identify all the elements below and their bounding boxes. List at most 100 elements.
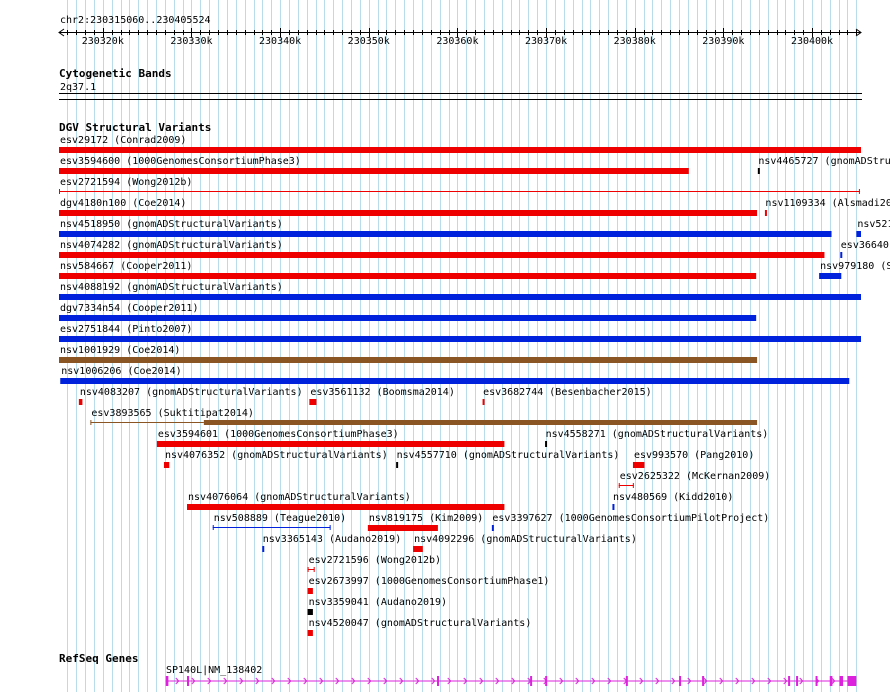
sv-feature[interactable]: nsv584667 (Cooper2011) (59, 261, 757, 279)
sv-feature-label[interactable]: esv2721594 (Wong2012b) (60, 177, 192, 188)
sv-feature[interactable]: esv3397627 (1000GenomesConsortiumPilotPr… (491, 513, 769, 531)
sv-feature-label[interactable]: esv2751844 (Pinto2007) (60, 324, 192, 335)
sv-feature-label[interactable]: nsv4092296 (gnomADStructuralVariants) (414, 534, 637, 545)
sv-feature[interactable]: nsv3365143 (Audano2019) (262, 534, 401, 552)
sv-feature[interactable]: nsv52134 (856, 219, 890, 237)
sv-feature[interactable]: nsv4520047 (gnomADStructuralVariants) (307, 618, 532, 636)
sv-feature-label[interactable]: nsv1109334 (Alsmadi20 (765, 198, 890, 209)
sv-feature-label[interactable]: nsv508889 (Teague2010) (214, 513, 346, 524)
sv-feature[interactable]: esv29172 (Conrad2009) (59, 135, 861, 153)
sv-feature[interactable]: nsv4465727 (gnomADStructura (757, 156, 890, 174)
sv-feature-label[interactable]: esv3682744 (Besenbacher2015) (483, 387, 652, 398)
gene-strand-arrow (687, 677, 692, 685)
sv-feature-label[interactable]: dgv7334n54 (Cooper2011) (60, 303, 198, 314)
sv-feature-label[interactable]: nsv4520047 (gnomADStructuralVariants) (309, 618, 532, 629)
refseq-track-title[interactable]: RefSeq Genes (59, 652, 139, 665)
sv-feature-label[interactable]: dgv4180n100 (Coe2014) (60, 198, 186, 209)
sv-feature[interactable]: nsv1109334 (Alsmadi20 (764, 198, 890, 216)
sv-feature[interactable]: esv2751844 (Pinto2007) (59, 324, 861, 342)
sv-feature-label[interactable]: esv3594600 (1000GenomesConsortiumPhase3) (60, 156, 301, 167)
sv-feature[interactable]: dgv7334n54 (Cooper2011) (59, 303, 757, 321)
sv-feature-label[interactable]: nsv1006206 (Coe2014) (61, 366, 181, 377)
sv-feature-label[interactable]: esv3893565 (Suktitipat2014) (91, 408, 254, 419)
sv-feature-label[interactable]: esv2673997 (1000GenomesConsortiumPhase1) (309, 576, 550, 587)
sv-feature-label[interactable]: nsv4558271 (gnomADStructuralVariants) (546, 429, 769, 440)
sv-feature-bar (307, 630, 313, 636)
ruler-tick-label: 230320k (82, 36, 124, 47)
coordinate-ruler[interactable]: 230320k 230330k 230340k 230350k 230360k 23037… (0, 0, 890, 56)
sv-feature-label[interactable]: nsv3365143 (Audano2019) (263, 534, 401, 545)
gene-label[interactable]: SP140L|NM_138402 (166, 665, 263, 676)
sv-feature[interactable]: esv3594600 (1000GenomesConsortiumPhase3) (59, 156, 689, 174)
sv-feature[interactable]: esv2673997 (1000GenomesConsortiumPhase1) (307, 576, 550, 594)
sv-feature-label[interactable]: nsv4074282 (gnomADStructuralVariants) (60, 240, 283, 251)
sv-feature-bar (367, 525, 438, 531)
gene-strand-arrow (575, 677, 580, 685)
sv-feature-label[interactable]: nsv52134 (857, 219, 890, 230)
sv-feature-bar (59, 168, 689, 174)
gene-strand-arrow (511, 677, 516, 685)
sv-feature[interactable]: nsv3359041 (Audano2019) (307, 597, 447, 615)
sv-feature-label[interactable]: nsv4088192 (gnomADStructuralVariants) (60, 282, 283, 293)
sv-feature[interactable]: nsv4092296 (gnomADStructuralVariants) (413, 534, 637, 552)
sv-feature-label[interactable]: esv3561132 (Boomsma2014) (310, 387, 455, 398)
sv-feature[interactable]: dgv4180n100 (Coe2014) (59, 198, 758, 216)
sv-feature-bar (545, 441, 548, 447)
gene-model[interactable] (165, 676, 857, 686)
sv-feature-label[interactable]: nsv4465727 (gnomADStructura (758, 156, 890, 167)
sv-feature-label[interactable]: nsv979180 (Su (820, 261, 890, 272)
sv-feature[interactable]: nsv1006206 (Coe2014) (60, 366, 850, 384)
sv-feature-label[interactable]: nsv4076352 (gnomADStructuralVariants) (165, 450, 388, 461)
sv-feature-bar (156, 441, 505, 447)
sv-feature[interactable]: esv993570 (Pang2010) (632, 450, 754, 468)
sv-feature[interactable]: esv3682744 (Besenbacher2015) (482, 387, 652, 405)
sv-feature-bar (60, 378, 850, 384)
cytoband-label[interactable]: 2q37.1 (60, 82, 97, 93)
ruler-tick-label: 230360k (436, 36, 478, 47)
sv-feature[interactable]: nsv4558271 (gnomADStructuralVariants) (545, 429, 768, 447)
sv-feature-label[interactable]: nsv4518950 (gnomADStructuralVariants) (60, 219, 283, 230)
sv-feature[interactable]: esv3893565 (Suktitipat2014) (90, 408, 758, 425)
sv-feature[interactable]: esv36640 (840, 240, 889, 258)
sv-feature-label[interactable]: esv2625322 (McKernan2009) (620, 471, 771, 482)
sv-feature[interactable]: nsv4083207 (gnomADStructuralVariants) (78, 387, 303, 405)
sv-feature-label[interactable]: esv3594601 (1000GenomesConsortiumPhase3) (158, 429, 399, 440)
sv-feature-label[interactable]: nsv584667 (Cooper2011) (60, 261, 192, 272)
sv-feature[interactable]: esv2625322 (McKernan2009) (618, 471, 771, 488)
sv-feature-label[interactable]: esv36640 (841, 240, 889, 251)
sv-feature[interactable]: nsv979180 (Su (819, 261, 890, 279)
ruler-right-arrow (855, 28, 862, 37)
cytoband-track-title[interactable]: Cytogenetic Bands (59, 67, 172, 80)
sv-feature-label[interactable]: nsv819175 (Kim2009) (369, 513, 483, 524)
sv-feature[interactable]: esv3561132 (Boomsma2014) (309, 387, 455, 405)
sv-feature-label[interactable]: nsv4083207 (gnomADStructuralVariants) (80, 387, 303, 398)
sv-feature[interactable]: nsv4557710 (gnomADStructuralVariants) (396, 450, 619, 468)
sv-feature[interactable]: esv2721594 (Wong2012b) (59, 177, 860, 194)
sv-feature[interactable]: nsv4074282 (gnomADStructuralVariants) (59, 240, 825, 258)
sv-feature[interactable]: nsv480569 (Kidd2010) (612, 492, 733, 510)
sv-feature-label[interactable]: esv993570 (Pang2010) (634, 450, 754, 461)
sv-feature-label[interactable]: esv3397627 (1000GenomesConsortiumPilotPr… (492, 513, 769, 524)
sv-feature-label[interactable]: nsv1001929 (Coe2014) (60, 345, 180, 356)
sv-feature-label[interactable]: nsv4076064 (gnomADStructuralVariants) (188, 492, 411, 503)
sv-feature[interactable]: nsv4076064 (gnomADStructuralVariants) (187, 492, 505, 510)
sv-feature[interactable]: nsv4518950 (gnomADStructuralVariants) (59, 219, 832, 237)
sv-feature[interactable]: nsv1001929 (Coe2014) (59, 345, 758, 363)
sv-feature[interactable]: nsv508889 (Teague2010) (212, 513, 346, 530)
sv-feature-label[interactable]: nsv3359041 (Audano2019) (309, 597, 447, 608)
sv-feature-label[interactable]: esv2721596 (Wong2012b) (309, 555, 441, 566)
sv-feature[interactable]: nsv4088192 (gnomADStructuralVariants) (59, 282, 861, 300)
sv-feature-label[interactable]: nsv480569 (Kidd2010) (613, 492, 733, 503)
gene-exon (187, 676, 190, 686)
locus-label: chr2:230315060..230405524 (60, 15, 211, 26)
dgv-track-title[interactable]: DGV Structural Variants (59, 121, 212, 134)
ruler-tick-label: 230390k (702, 36, 744, 47)
sv-feature[interactable]: esv3594601 (1000GenomesConsortiumPhase3) (156, 429, 505, 447)
sv-feature-label[interactable]: esv29172 (Conrad2009) (60, 135, 186, 146)
sv-feature[interactable]: nsv4076352 (gnomADStructuralVariants) (163, 450, 388, 468)
sv-feature-label[interactable]: nsv4557710 (gnomADStructuralVariants) (397, 450, 620, 461)
sv-feature-bar (59, 210, 758, 216)
sv-feature[interactable]: nsv819175 (Kim2009) (367, 513, 483, 531)
sv-feature[interactable]: esv2721596 (Wong2012b) (307, 555, 441, 572)
